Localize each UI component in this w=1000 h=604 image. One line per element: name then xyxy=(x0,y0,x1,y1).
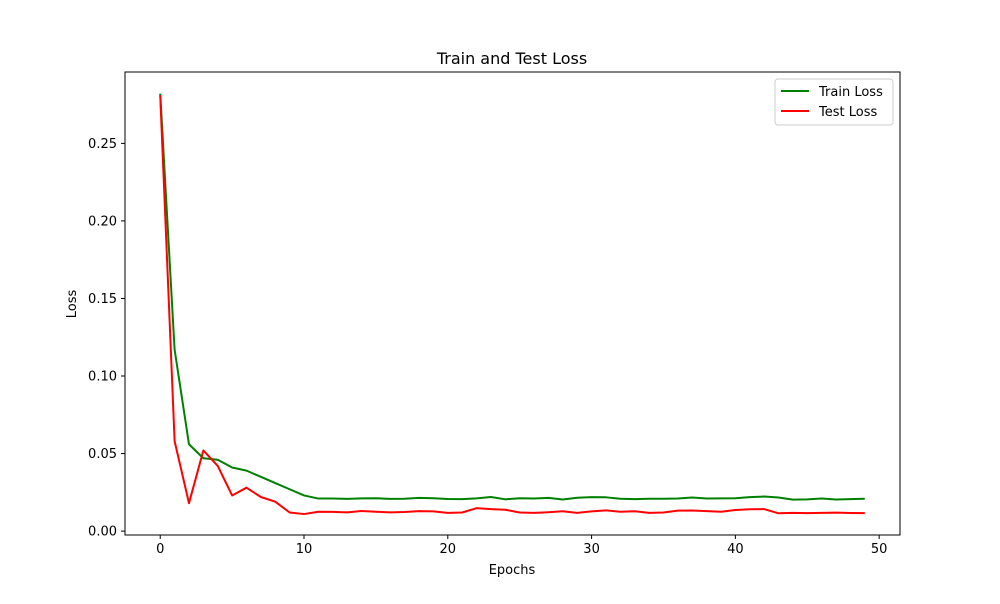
x-tick-label: 20 xyxy=(440,542,457,557)
x-tick-label: 30 xyxy=(583,542,600,557)
series-line-train-loss xyxy=(159,93,865,501)
y-axis-label: Loss xyxy=(65,290,80,319)
plot-area xyxy=(125,72,900,535)
y-tick-label: 0.20 xyxy=(88,214,117,229)
y-tick-label: 0.25 xyxy=(88,137,117,152)
legend-label-train-loss: Train Loss xyxy=(818,85,883,100)
y-tick-label: 0.00 xyxy=(88,525,117,540)
y-tick-label: 0.05 xyxy=(88,447,117,462)
series-line-test-loss xyxy=(159,95,865,516)
x-axis-ticks: 0 10 20 30 40 50 xyxy=(156,535,887,557)
y-tick-label: 0.10 xyxy=(88,370,117,385)
y-axis-ticks: 0.00 0.05 0.10 0.15 0.20 0.25 xyxy=(88,137,125,540)
x-axis-label: Epochs xyxy=(489,563,536,578)
legend: Train Loss Test Loss xyxy=(774,78,894,126)
x-tick-label: 10 xyxy=(296,542,313,557)
x-tick-label: 40 xyxy=(727,542,744,557)
chart-title: Train and Test Loss xyxy=(436,49,587,68)
series-layer xyxy=(159,93,865,516)
x-tick-label: 50 xyxy=(871,542,888,557)
axes-frame xyxy=(124,71,901,536)
legend-label-test-loss: Test Loss xyxy=(818,105,877,120)
x-tick-label: 0 xyxy=(156,542,164,557)
y-tick-label: 0.15 xyxy=(88,292,117,307)
